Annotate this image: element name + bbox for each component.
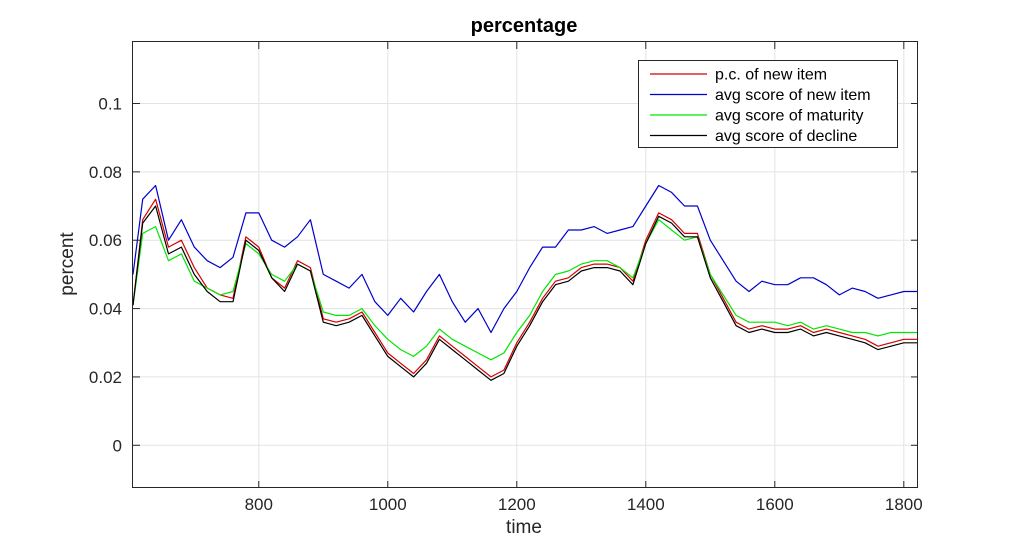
x-tick-label: 1800	[885, 495, 923, 514]
y-tick-label: 0.04	[89, 300, 122, 319]
legend-box	[638, 60, 898, 148]
plot-frame	[132, 41, 918, 488]
y-tick-label: 0.1	[98, 95, 122, 114]
legend-label-3: avg score of decline	[715, 128, 857, 145]
legend-label-0: p.c. of new item	[715, 67, 827, 84]
legend-label-2: avg score of maturity	[715, 108, 864, 125]
grid-lines	[133, 42, 918, 488]
legend: p.c. of new item avg score of new item avg…	[638, 60, 898, 148]
axis-ticks: 800 1000 1200 1400 1600 1800 0 0.02 0.04 0.06 0.08…	[89, 42, 923, 514]
legend-label-1: avg score of new item	[715, 87, 871, 104]
y-tick-label: 0.08	[89, 163, 122, 182]
y-tick-label: 0	[113, 436, 122, 455]
series-line-3	[132, 205, 918, 381]
x-tick-label: 1600	[756, 495, 794, 514]
x-tick-label: 1200	[498, 495, 536, 514]
y-axis-label: percent	[57, 232, 78, 296]
chart-title: percentage	[471, 15, 578, 37]
x-axis-label: time	[506, 517, 542, 538]
y-tick-label: 0.06	[89, 231, 122, 250]
series-line-1	[132, 184, 918, 334]
series-lines	[132, 184, 918, 381]
y-tick-label: 0.02	[89, 368, 122, 387]
x-tick-label: 1400	[627, 495, 665, 514]
series-line-0	[132, 198, 918, 378]
x-tick-label: 800	[245, 495, 273, 514]
series-line-2	[132, 219, 918, 361]
x-tick-label: 1000	[369, 495, 407, 514]
